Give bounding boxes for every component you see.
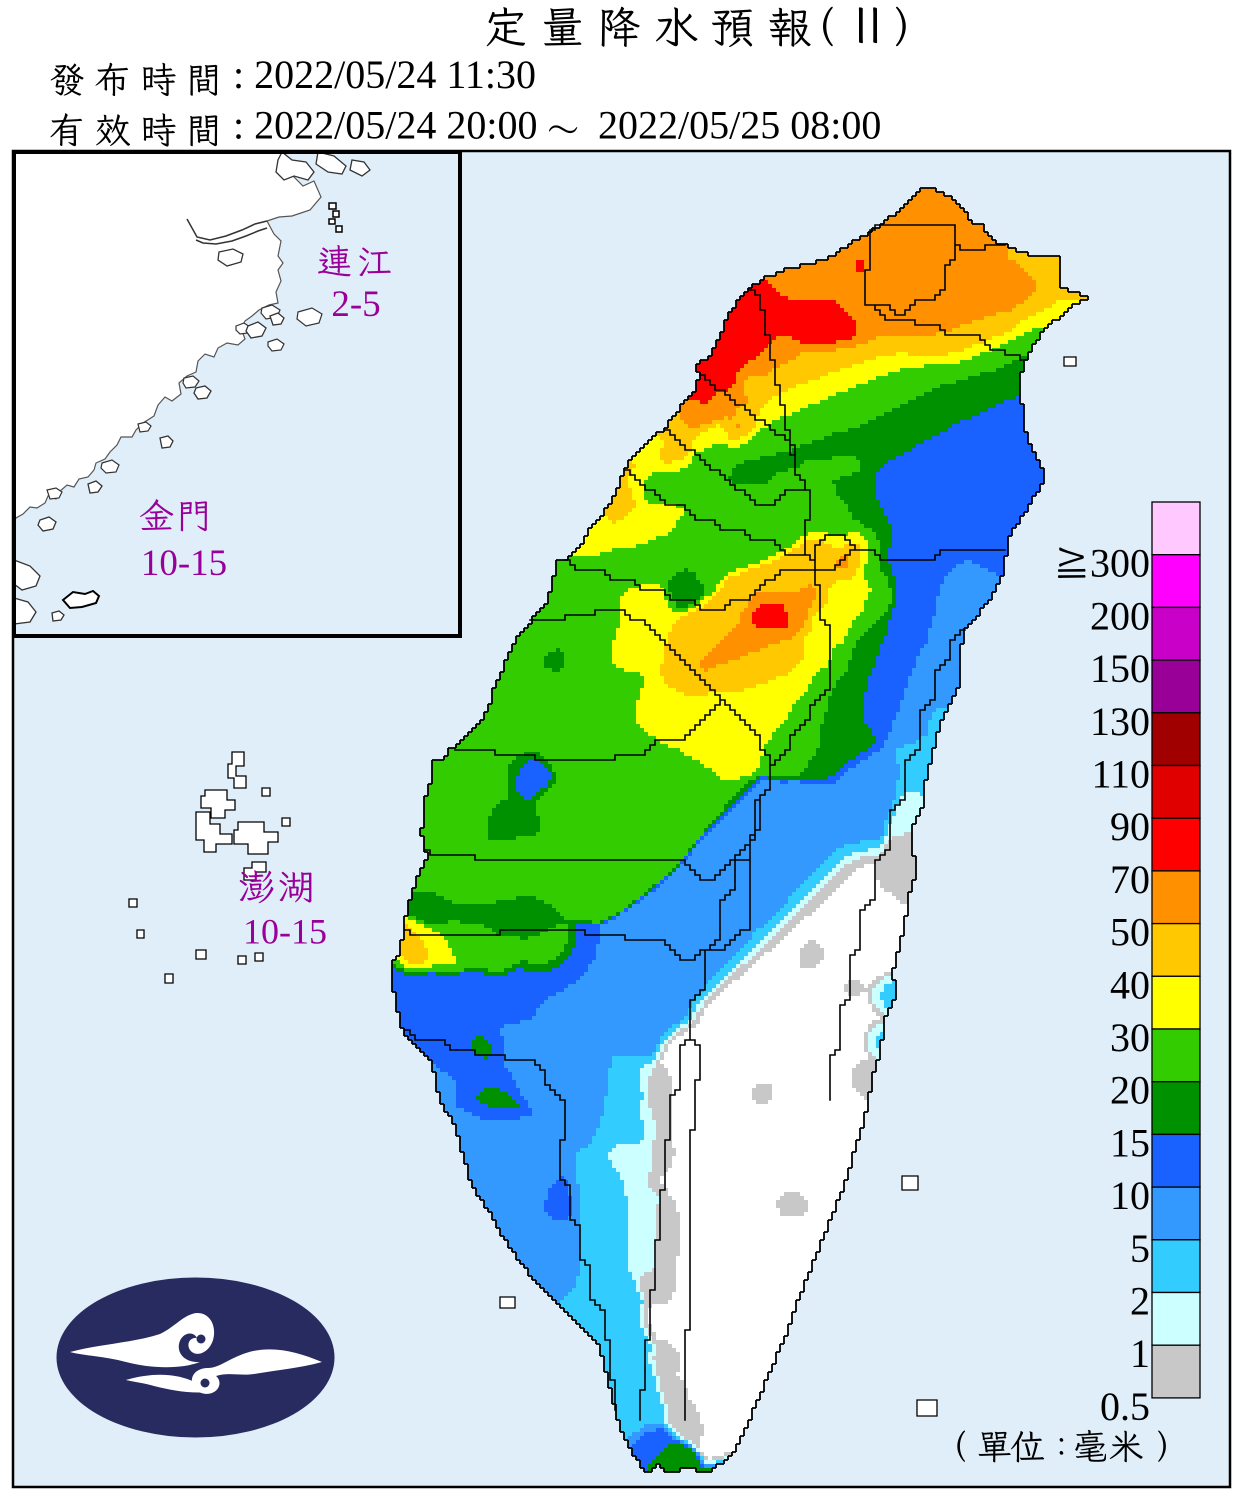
svg-text:110: 110 — [1091, 752, 1150, 797]
svg-text:30: 30 — [1110, 1015, 1150, 1060]
svg-text:10: 10 — [1110, 1173, 1150, 1218]
svg-text:20: 20 — [1110, 1068, 1150, 1113]
svg-text:2: 2 — [1130, 1279, 1150, 1324]
svg-text:90: 90 — [1110, 804, 1150, 849]
svg-text:2-5: 2-5 — [331, 284, 380, 325]
svg-text:10-15: 10-15 — [141, 543, 227, 584]
svg-text:70: 70 — [1110, 857, 1150, 902]
svg-text:: 2022/05/24 11:30: : 2022/05/24 11:30 — [233, 52, 536, 97]
svg-text:50: 50 — [1110, 910, 1150, 955]
svg-text:130: 130 — [1090, 699, 1150, 744]
svg-text:2022/05/25 08:00: 2022/05/25 08:00 — [598, 103, 881, 148]
svg-text:15: 15 — [1110, 1120, 1150, 1165]
svg-text:0.5: 0.5 — [1100, 1384, 1150, 1429]
svg-text:150: 150 — [1090, 646, 1150, 691]
svg-text:40: 40 — [1110, 962, 1150, 1007]
svg-text:10-15: 10-15 — [243, 912, 327, 952]
svg-text:: 2022/05/24 20:00: : 2022/05/24 20:00 — [233, 103, 537, 148]
svg-text:1: 1 — [1130, 1331, 1150, 1376]
svg-text:200: 200 — [1090, 593, 1150, 638]
svg-text:300: 300 — [1090, 541, 1150, 586]
svg-text:5: 5 — [1130, 1226, 1150, 1271]
